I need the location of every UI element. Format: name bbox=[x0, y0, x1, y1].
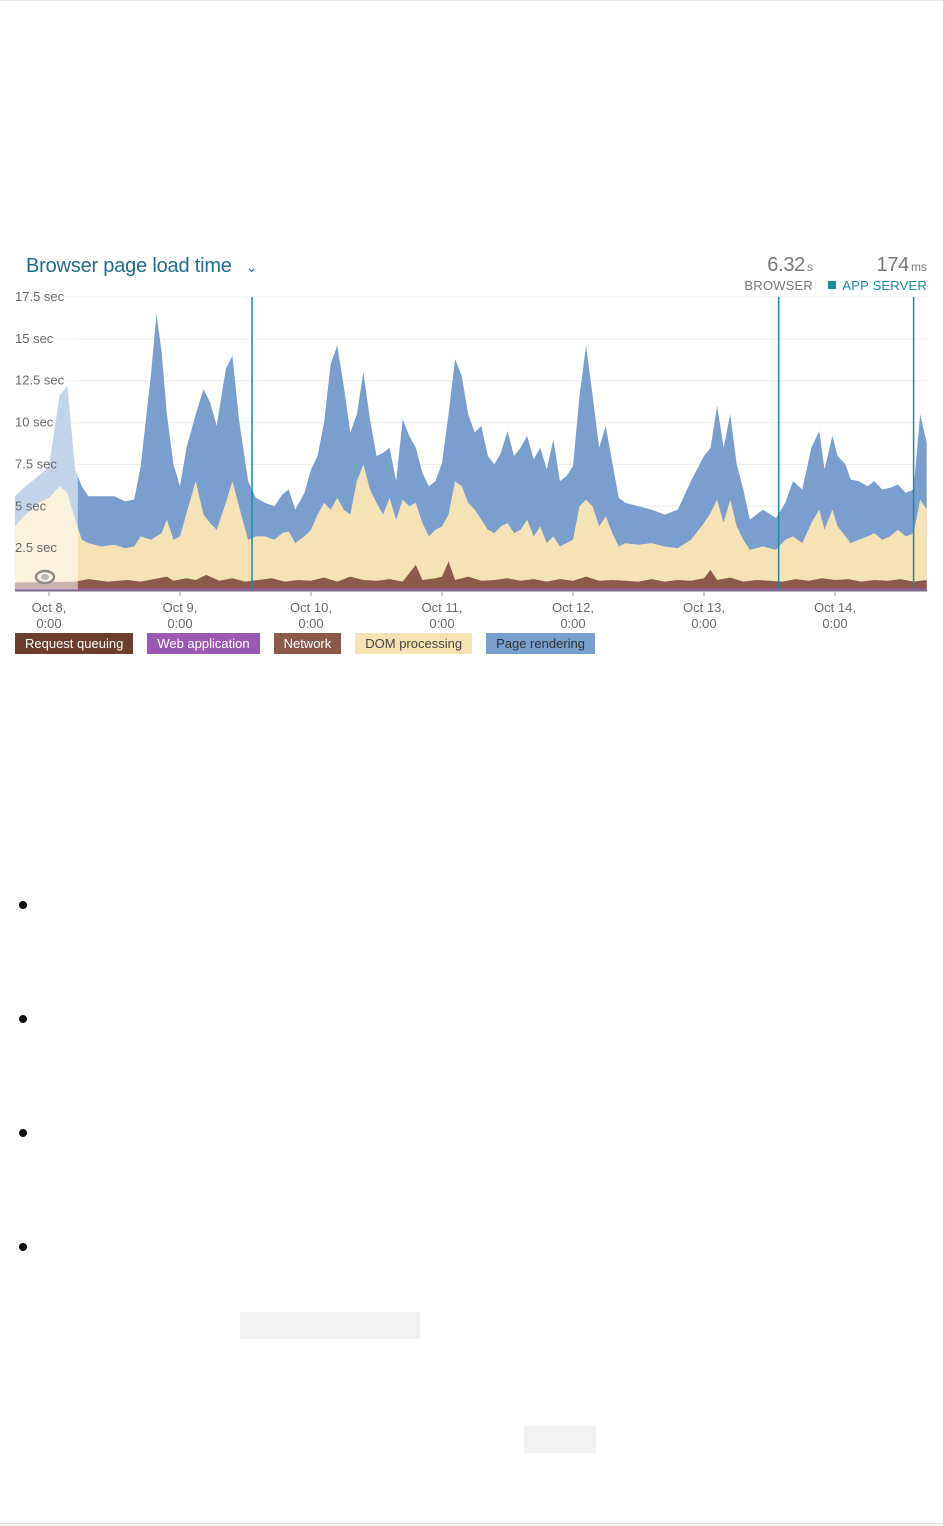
y-tick-label: 15 sec bbox=[15, 331, 54, 346]
x-tick-label: 0:00 bbox=[298, 616, 323, 630]
legend-request-queuing[interactable]: Request queuing bbox=[15, 633, 134, 654]
x-tick-label: Oct 11, bbox=[422, 600, 463, 615]
load-time-chart[interactable]: 17.5 sec 15 sec 12.5 sec 10 sec 7.5 sec 5 sec… bbox=[0, 285, 943, 630]
app-server-metric: 174 ms APP SERVER bbox=[820, 254, 927, 293]
list-bullet bbox=[19, 1129, 27, 1137]
x-tick-label: 0:00 bbox=[36, 616, 61, 630]
inline-code-placeholder bbox=[240, 1312, 420, 1339]
x-tick-label: 0:00 bbox=[822, 616, 847, 630]
list-bullet bbox=[19, 1015, 27, 1023]
y-tick-label: 10 sec bbox=[15, 415, 54, 430]
selection-handle-icon bbox=[41, 574, 49, 580]
y-tick-label: 2.5 sec bbox=[15, 540, 57, 555]
series-network bbox=[14, 561, 927, 590]
app-server-label: APP SERVER bbox=[820, 278, 927, 293]
selection-handle-icon bbox=[34, 569, 56, 585]
chart-title: Browser page load time bbox=[26, 255, 232, 277]
chevron-down-icon: ⌄ bbox=[245, 259, 258, 275]
x-tick-label: Oct 8, bbox=[32, 600, 67, 615]
legend-dom-processing[interactable]: DOM processing bbox=[355, 633, 473, 654]
app-server-label-text: APP SERVER bbox=[842, 278, 927, 293]
legend-network[interactable]: Network bbox=[273, 633, 342, 654]
x-tick-label: Oct 10, bbox=[290, 600, 332, 615]
bottom-divider bbox=[0, 1523, 943, 1524]
inline-code-placeholder bbox=[524, 1426, 596, 1453]
x-tick-label: Oct 13, bbox=[683, 600, 725, 615]
series-dom-processing bbox=[14, 464, 927, 590]
list-bullet bbox=[19, 901, 27, 909]
x-tick-label: Oct 14, bbox=[814, 600, 856, 615]
browser-label: BROWSER bbox=[744, 278, 813, 293]
browser-metric: 6.32 s BROWSER bbox=[720, 254, 813, 293]
y-tick-label: 5 sec bbox=[15, 498, 47, 513]
chart-legend: Request queuing Web application Network … bbox=[15, 633, 595, 654]
list-bullet bbox=[19, 1243, 27, 1251]
app-server-swatch-icon bbox=[828, 281, 837, 289]
y-tick-label: 12.5 sec bbox=[15, 373, 65, 388]
legend-page-rendering[interactable]: Page rendering bbox=[486, 633, 595, 654]
browser-value: 6.32 bbox=[767, 254, 805, 276]
app-server-value: 174 bbox=[876, 254, 910, 276]
x-tick-label: Oct 12, bbox=[552, 600, 594, 615]
browser-unit: s bbox=[807, 260, 813, 274]
x-tick-label: 0:00 bbox=[560, 616, 585, 630]
time-selection-overlay bbox=[14, 297, 78, 590]
y-tick-label: 17.5 sec bbox=[15, 289, 65, 304]
x-tick-label: 0:00 bbox=[167, 616, 192, 630]
legend-web-application[interactable]: Web application bbox=[147, 633, 260, 654]
x-tick-label: 0:00 bbox=[691, 616, 716, 630]
chart-title-dropdown[interactable]: Browser page load time ⌄ bbox=[26, 255, 257, 278]
x-tick-label: 0:00 bbox=[429, 616, 454, 630]
y-tick-label: 7.5 sec bbox=[15, 456, 57, 471]
app-server-unit: ms bbox=[911, 260, 927, 274]
top-divider bbox=[0, 0, 943, 1]
x-tick-label: Oct 9, bbox=[163, 600, 198, 615]
